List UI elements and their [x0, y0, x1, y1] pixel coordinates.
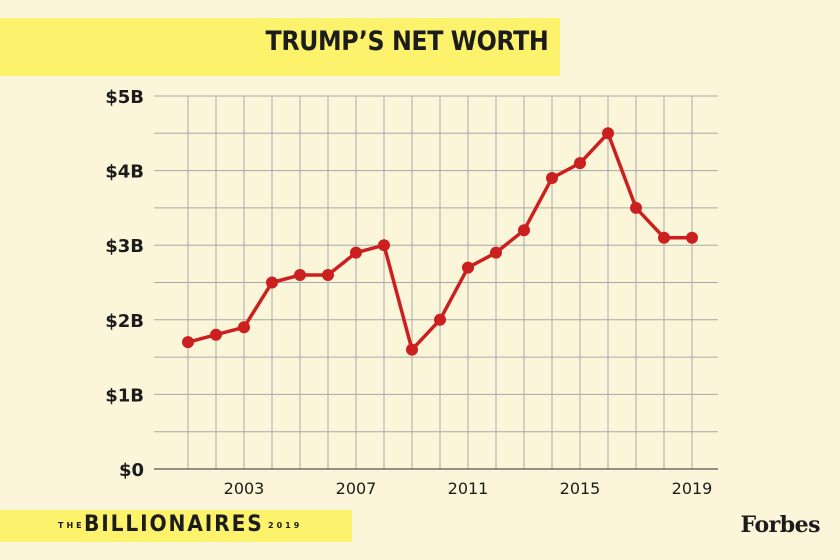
brand-prefix: THE [58, 521, 85, 530]
x-tick-label: 2011 [448, 479, 489, 498]
chart-title: TRUMP’S NET WORTH [265, 26, 548, 57]
data-point [658, 231, 670, 244]
data-point [490, 246, 502, 259]
data-point [210, 328, 222, 341]
data-point [434, 313, 446, 326]
axis-ticks: $0 $1B $2B $3B $4B $5B 2003 2007 2011 2015 2019 [105, 87, 712, 498]
y-tick-label: $4B [105, 162, 144, 183]
data-point [238, 321, 250, 334]
y-tick-label: $3B [105, 236, 144, 257]
data-point [686, 231, 698, 244]
y-tick-label: $2B [105, 311, 144, 332]
y-tick-label: $1B [105, 385, 144, 406]
data-point [462, 261, 474, 274]
brand-name: BILLIONAIRES [84, 512, 264, 537]
data-point [406, 343, 418, 356]
data-point [294, 269, 306, 282]
data-point [630, 201, 642, 214]
data-point [350, 246, 362, 259]
data-point [602, 127, 614, 140]
x-tick-label: 2019 [672, 479, 713, 498]
data-points [182, 127, 698, 356]
line-chart: $0 $1B $2B $3B $4B $5B 2003 2007 2011 2015 2019 [105, 87, 718, 498]
x-tick-label: 2015 [560, 479, 601, 498]
data-point [182, 336, 194, 349]
data-point [322, 269, 334, 282]
y-tick-label: $5B [105, 87, 144, 108]
brand-band: THE BILLIONAIRES 2019 [0, 510, 352, 542]
data-point [546, 172, 558, 185]
brand-year: 2019 [268, 521, 303, 530]
grid-lines [154, 95, 718, 470]
x-tick-label: 2003 [224, 479, 265, 498]
y-tick-label: $0 [119, 460, 144, 481]
title-band: TRUMP’S NET WORTH [0, 18, 560, 76]
data-point [518, 224, 530, 237]
data-point [266, 276, 278, 289]
data-point [378, 239, 390, 252]
forbes-logo: Forbes [740, 512, 821, 538]
x-tick-label: 2007 [336, 479, 377, 498]
data-point [574, 157, 586, 170]
